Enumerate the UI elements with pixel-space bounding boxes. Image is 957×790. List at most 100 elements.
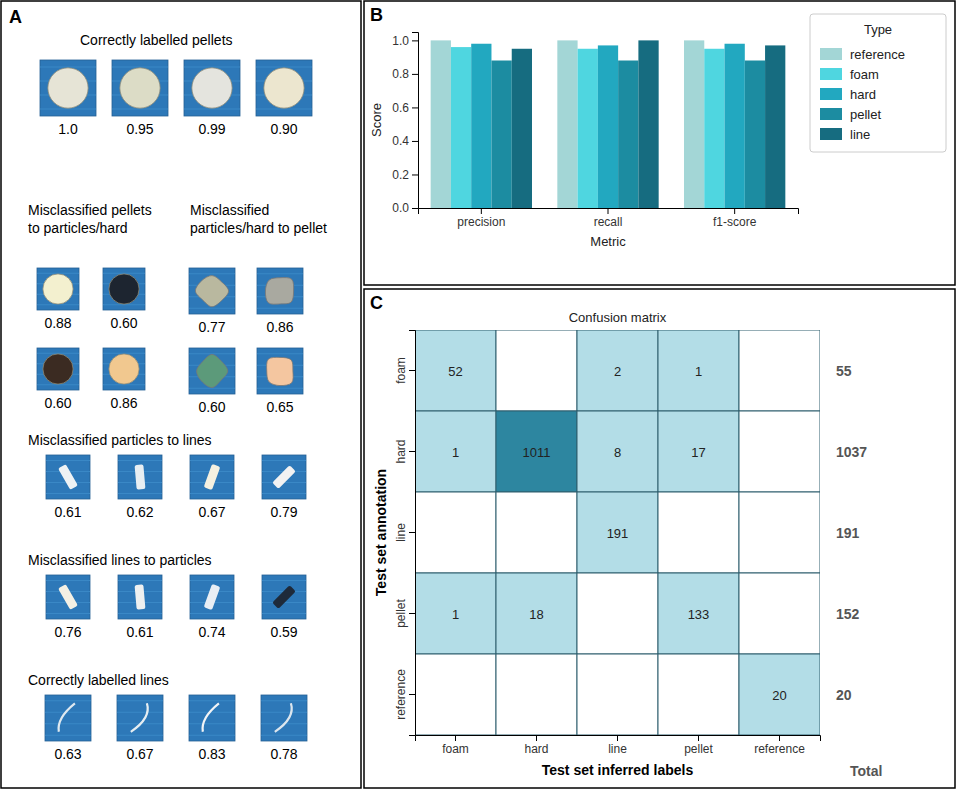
- y-tick: 0.6: [392, 101, 418, 115]
- empty-cell: [739, 411, 820, 492]
- thumbnail: [46, 575, 90, 619]
- legend-label: pellet: [850, 107, 881, 122]
- empty-cell: [496, 492, 577, 573]
- score-label: 0.63: [54, 746, 81, 762]
- row-total: 191: [836, 525, 860, 541]
- x-tick-mark: [617, 735, 618, 741]
- y-axis-title: Test set annotation: [373, 469, 389, 596]
- cell: [658, 330, 739, 411]
- y-tick-mark: [412, 208, 418, 209]
- panel-letter: C: [370, 293, 383, 313]
- thumbnail-ground: [257, 268, 303, 314]
- thumbnail-ground: [117, 695, 163, 741]
- x-tick-label: hard: [524, 742, 548, 756]
- thumbnail-ground: [103, 268, 145, 310]
- x-tick: line: [608, 735, 627, 756]
- thumbnail-ground: [103, 348, 145, 390]
- score-label: 0.74: [198, 624, 225, 640]
- bar: [491, 60, 511, 208]
- cell-label: 52: [448, 364, 462, 379]
- thumbnail-object: [135, 464, 146, 489]
- thumbnail-texture: [256, 109, 312, 110]
- thumbnail: [257, 348, 303, 394]
- thumbnail-ground: [118, 455, 162, 499]
- score-label: 0.67: [126, 746, 153, 762]
- legend-label: line: [850, 127, 870, 142]
- x-tick-mark: [608, 208, 609, 214]
- empty-cell: [658, 654, 739, 735]
- score-label: 0.90: [270, 121, 297, 137]
- thumbnail-object: [204, 584, 221, 610]
- thumbnail-ground: [189, 348, 235, 394]
- panel-frame: [364, 289, 955, 788]
- empty-cell: [496, 330, 577, 411]
- thumbnail-texture: [45, 712, 91, 713]
- y-tick-label: 0.6: [392, 101, 409, 115]
- thumbnail-object: [264, 68, 304, 108]
- bar: [704, 49, 724, 208]
- thumbnail-texture: [45, 700, 91, 701]
- y-tick-label: pellet: [394, 598, 408, 627]
- thumbnail: [37, 348, 79, 390]
- thumbnail-texture: [261, 700, 307, 701]
- score-label: 0.67: [198, 504, 225, 520]
- thumbnail: [262, 575, 306, 619]
- y-tick-label: reference: [394, 669, 408, 720]
- thumbnail-texture: [118, 493, 162, 494]
- x-tick: hard: [524, 735, 548, 756]
- thumbnail-object: [59, 703, 75, 732]
- bar: [512, 49, 532, 208]
- thumbnail-texture: [46, 493, 90, 494]
- empty-cell: [496, 654, 577, 735]
- thumbnail-texture: [40, 67, 96, 68]
- thumbnail-object: [195, 276, 228, 307]
- y-axis-title: Score: [369, 103, 384, 137]
- thumbnail-ground: [189, 695, 235, 741]
- score-label: 0.77: [198, 319, 225, 335]
- y-axis: foamhardlinepelletreference: [394, 331, 416, 736]
- thumbnail-ground: [257, 348, 303, 394]
- x-tick-label: reference: [754, 742, 805, 756]
- y-tick: 0.8: [392, 67, 418, 81]
- thumbnail-texture: [112, 109, 168, 110]
- thumbnail-texture: [46, 460, 90, 461]
- thumbnail-ground: [262, 455, 306, 499]
- thumbnail-ground: [184, 60, 240, 116]
- cell: [577, 492, 658, 573]
- section-title: Correctly labelled pellets: [80, 32, 233, 48]
- x-tick-mark: [536, 735, 537, 741]
- legend-swatch: [820, 48, 842, 60]
- y-tick-label: hard: [394, 439, 408, 463]
- thumbnail-texture: [189, 273, 235, 274]
- cell: [415, 330, 496, 411]
- empty-cell: [739, 330, 820, 411]
- legend-swatch: [820, 108, 842, 120]
- thumbnail-texture: [257, 273, 303, 274]
- thumbnail-object: [204, 464, 221, 490]
- thumbnail: [37, 268, 79, 310]
- thumbnail: [103, 348, 145, 390]
- x-tick-mark: [734, 208, 735, 214]
- score-label: 0.59: [270, 624, 297, 640]
- score-label: 0.61: [54, 504, 81, 520]
- y-tick-mark: [412, 40, 418, 41]
- cell: [658, 573, 739, 654]
- cell-label: 1: [695, 364, 702, 379]
- score-label: 0.76: [54, 624, 81, 640]
- y-tick: pellet: [394, 598, 415, 627]
- score-label: 0.61: [126, 624, 153, 640]
- score-label: 0.86: [266, 319, 293, 335]
- y-tick: 1.0: [392, 34, 418, 48]
- legend-label: foam: [850, 67, 879, 82]
- thumbnail-ground: [46, 455, 90, 499]
- thumbnail-texture: [261, 712, 307, 713]
- cell: [496, 573, 577, 654]
- thumbnail-texture: [257, 353, 303, 354]
- thumbnail-ground: [190, 455, 234, 499]
- thumbnail-object: [109, 354, 139, 384]
- thumbnail-object: [272, 465, 296, 489]
- thumbnail-texture: [262, 493, 306, 494]
- thumbnail-texture: [118, 460, 162, 461]
- x-axis: foamhardlinepelletreference: [416, 735, 821, 756]
- thumbnail-texture: [112, 67, 168, 68]
